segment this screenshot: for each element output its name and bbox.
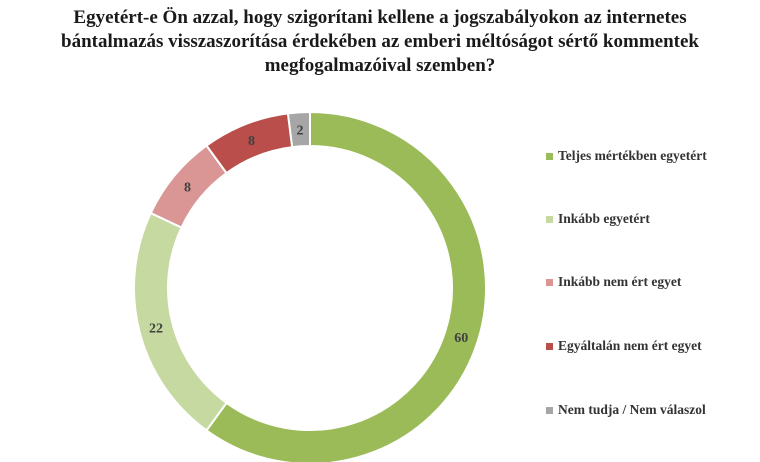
legend-swatch-nem-tudja: [546, 406, 553, 414]
legend-label-nem-tudja: Nem tudja / Nem válaszol: [558, 402, 706, 417]
data-label-nem-tudja: 2: [297, 123, 304, 138]
data-label-egyaltalan-nem: 8: [248, 134, 255, 149]
legend-label-teljes: Teljes mértékben egyetért: [558, 148, 707, 163]
slice-nem-tudja: [286, 110, 311, 149]
legend-item-inkabb-egyetert: Inkább egyetért: [546, 211, 650, 227]
legend-swatch-teljes: [546, 152, 553, 160]
legend-item-teljes: Teljes mértékben egyetért: [546, 148, 707, 164]
legend-swatch-inkabb-egyetert: [546, 215, 553, 223]
legend-label-inkabb-nem: Inkább nem ért egyet: [558, 274, 682, 289]
legend-item-inkabb-nem: Inkább nem ért egyet: [546, 274, 681, 290]
chart-title-line-2: bántalmazás visszaszorítása érdekében az…: [61, 31, 699, 52]
data-label-inkabb-egyetert: 22: [149, 322, 163, 337]
legend-swatch-egyaltalan-nem: [546, 342, 553, 350]
chart-title-line-1: Egyetért-e Ön azzal, hogy szigorítani ke…: [73, 7, 687, 28]
legend-label-inkabb-egyetert: Inkább egyetért: [558, 211, 650, 226]
slice-teljes: [205, 110, 487, 462]
chart-title: Egyetért-e Ön azzal, hogy szigorítani ke…: [0, 6, 760, 78]
data-label-inkabb-nem: 8: [184, 181, 191, 196]
legend-item-egyaltalan-nem: Egyáltalán nem ért egyet: [546, 338, 702, 354]
chart-title-line-3: megfogalmazóival szemben?: [264, 55, 496, 76]
slice-inkabb-egyetert: [133, 211, 228, 432]
legend-label-egyaltalan-nem: Egyáltalán nem ért egyet: [558, 338, 702, 353]
data-label-teljes: 60: [454, 331, 468, 346]
legend-swatch-inkabb-nem: [546, 278, 553, 286]
legend-item-nem-tudja: Nem tudja / Nem válaszol: [546, 402, 706, 418]
